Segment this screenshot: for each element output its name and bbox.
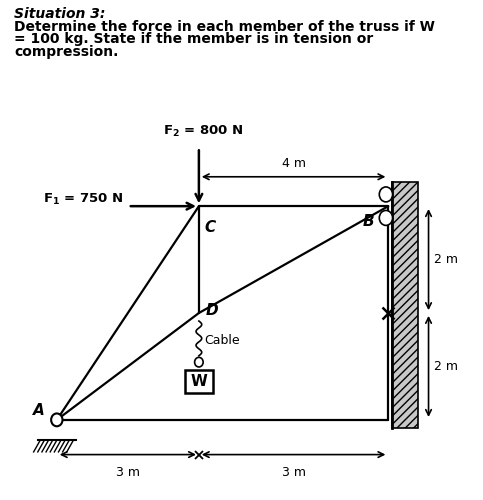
- Text: C: C: [205, 220, 216, 234]
- Bar: [392, 182, 418, 428]
- Text: 3 m: 3 m: [116, 466, 140, 479]
- Circle shape: [195, 358, 203, 367]
- Text: 3 m: 3 m: [282, 466, 306, 479]
- Text: 4 m: 4 m: [282, 158, 306, 170]
- Text: A: A: [33, 402, 45, 417]
- Text: = 100 kg. State if the member is in tension or: = 100 kg. State if the member is in tens…: [14, 32, 374, 46]
- Text: W: W: [190, 374, 207, 389]
- Text: Cable: Cable: [205, 334, 240, 347]
- Text: D: D: [206, 303, 219, 318]
- Bar: [392, 182, 418, 428]
- Text: $\mathbf{F_2}$ = 800 N: $\mathbf{F_2}$ = 800 N: [163, 124, 244, 140]
- Text: 2 m: 2 m: [434, 253, 458, 266]
- Circle shape: [379, 210, 393, 226]
- Text: $\mathbf{F_1}$ = 750 N: $\mathbf{F_1}$ = 750 N: [43, 192, 123, 208]
- Text: B: B: [362, 214, 374, 228]
- Bar: [185, 370, 213, 392]
- Circle shape: [51, 414, 62, 426]
- Text: 2 m: 2 m: [434, 360, 458, 373]
- Text: Situation 3:: Situation 3:: [14, 8, 106, 22]
- Text: compression.: compression.: [14, 45, 119, 59]
- Text: Determine the force in each member of the truss if W: Determine the force in each member of th…: [14, 20, 435, 34]
- Circle shape: [379, 187, 393, 202]
